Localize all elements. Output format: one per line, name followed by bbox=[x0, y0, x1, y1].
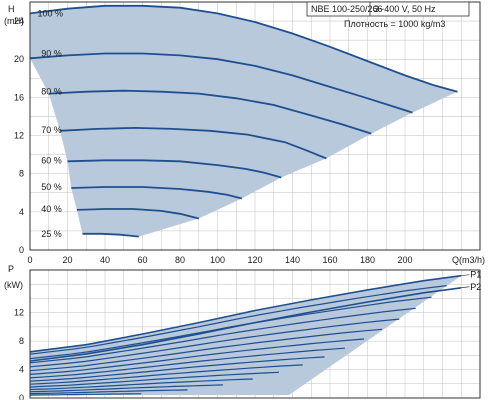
top-y-tick-label: 20 bbox=[14, 54, 24, 64]
series-label-p1: P1 bbox=[470, 270, 481, 280]
speed-curve-label: 90 % bbox=[41, 49, 62, 59]
series-label-p2: P2 bbox=[470, 282, 481, 292]
power-curve-part-load bbox=[29, 318, 400, 368]
bottom-y-tick-label: 12 bbox=[14, 308, 24, 318]
power-curve-part-load bbox=[29, 371, 280, 388]
top-x-tick-label: 0 bbox=[27, 255, 32, 265]
top-y-tick-label: 0 bbox=[19, 245, 24, 255]
power-curve-part-load bbox=[29, 393, 142, 396]
top-x-tick-label: 120 bbox=[247, 255, 262, 265]
bottom-y-ticks: 0 4 8 12 bbox=[14, 308, 24, 400]
speed-curve bbox=[82, 232, 139, 238]
top-ylabel-unit: (mH) bbox=[4, 16, 24, 26]
speed-curve-label: 25 % bbox=[41, 229, 62, 239]
pump-model: NBE 100-250/266 bbox=[311, 4, 383, 14]
bottom-power-band bbox=[30, 275, 462, 396]
speed-curve-label: 80 % bbox=[41, 87, 62, 97]
speed-curve bbox=[67, 159, 282, 179]
density-note: Плотность = 1000 kg/m3 bbox=[344, 19, 445, 29]
top-x-tick-label: 140 bbox=[285, 255, 300, 265]
power-curve-part-load bbox=[29, 307, 416, 364]
top-y-tick-label: 8 bbox=[19, 169, 24, 179]
speed-curve-label: 70 % bbox=[41, 125, 62, 135]
top-operating-area bbox=[30, 5, 458, 237]
bottom-power-curves bbox=[29, 274, 462, 396]
power-curve-part-load bbox=[29, 364, 303, 385]
speed-curve-label: 50 % bbox=[41, 182, 62, 192]
power-curve-part-load bbox=[29, 347, 345, 379]
info-box bbox=[306, 1, 470, 17]
head-curve-panel: H (mH) 100 % 90 % 80 % 70 % 60 % 50 % 40 % 25 %… bbox=[4, 1, 485, 265]
speed-curve bbox=[71, 186, 243, 200]
speed-curve bbox=[29, 52, 413, 114]
bottom-y-tick-label: 8 bbox=[19, 336, 24, 346]
top-x-tick-label: 40 bbox=[100, 255, 110, 265]
bottom-y-tick-label: 4 bbox=[19, 365, 24, 375]
top-ylabel-head: H bbox=[8, 4, 15, 14]
top-y-tick-label: 4 bbox=[19, 207, 24, 217]
top-x-tick-label: 20 bbox=[62, 255, 72, 265]
top-x-tick-label: 60 bbox=[137, 255, 147, 265]
top-y-tick-label: 24 bbox=[14, 16, 24, 26]
power-curve-p1 bbox=[29, 274, 462, 353]
top-speed-labels: 100 % 90 % 80 % 70 % 60 % 50 % 40 % 25 % bbox=[38, 8, 64, 238]
bottom-ylabel-power: P bbox=[8, 264, 14, 274]
power-curve-part-load bbox=[29, 389, 188, 395]
series-label-leader bbox=[461, 274, 470, 277]
power-curve-part-load bbox=[29, 338, 365, 375]
top-x-tick-label: 160 bbox=[322, 255, 337, 265]
bottom-power-band-fill bbox=[30, 275, 462, 396]
speed-curve bbox=[76, 208, 200, 220]
top-operating-area-fill bbox=[30, 5, 458, 237]
supply-spec: 3~400 V, 50 Hz bbox=[374, 4, 436, 14]
bottom-plot-frame bbox=[29, 269, 481, 399]
speed-curve bbox=[29, 4, 458, 93]
power-curve-part-load bbox=[29, 384, 223, 393]
power-curve-part-load bbox=[29, 328, 383, 372]
top-x-ticks: 0 20 40 60 80 100 120 140 160 180 200 bbox=[27, 255, 412, 265]
bottom-ylabel-unit: (kW) bbox=[4, 280, 23, 290]
top-y-tick-label: 16 bbox=[14, 92, 24, 102]
series-label-leader bbox=[461, 286, 470, 289]
power-curve-part-load bbox=[29, 356, 325, 382]
power-curve-part-load bbox=[29, 285, 447, 355]
top-plot-frame bbox=[29, 1, 481, 251]
bottom-y-tick-label: 0 bbox=[19, 393, 24, 400]
top-x-tick-label: 200 bbox=[397, 255, 412, 265]
speed-curve bbox=[59, 126, 327, 160]
top-y-tick-label: 12 bbox=[14, 131, 24, 141]
top-x-tick-label: 100 bbox=[210, 255, 225, 265]
top-x-tick-label: 180 bbox=[360, 255, 375, 265]
speed-curve-label: 60 % bbox=[41, 155, 62, 165]
speed-curve bbox=[48, 89, 372, 135]
power-curve-part-load bbox=[29, 378, 253, 391]
top-xlabel: Q(m3/h) bbox=[452, 255, 485, 265]
power-curve-p2 bbox=[29, 287, 462, 362]
top-y-ticks: 0 4 8 12 16 20 24 bbox=[14, 16, 24, 255]
top-speed-curves bbox=[29, 4, 458, 238]
top-x-tick-label: 80 bbox=[175, 255, 185, 265]
speed-curve-label: 40 % bbox=[41, 204, 62, 214]
speed-curve-label: 100 % bbox=[38, 8, 64, 18]
